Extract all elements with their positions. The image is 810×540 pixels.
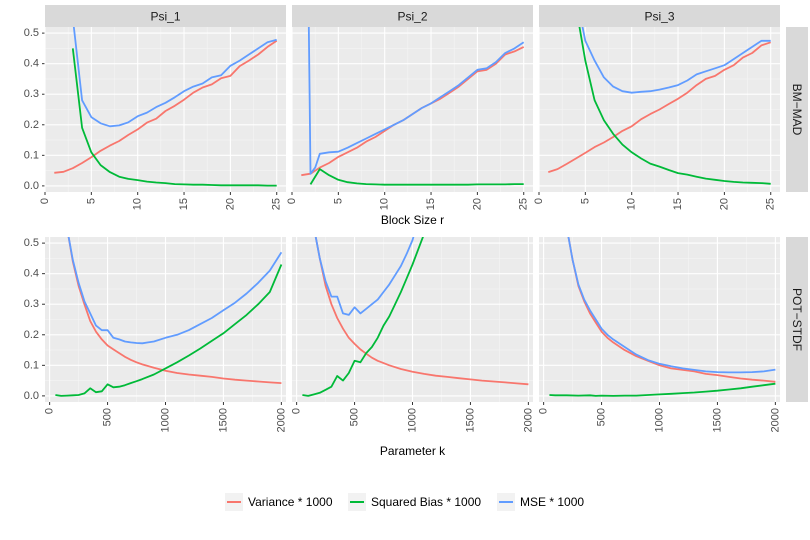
x-tick-label: 15	[178, 198, 190, 210]
panel-bm-mad-psi-1: 0 5 10 15 20 25	[39, 27, 286, 210]
x-tick-label: 20	[718, 198, 730, 210]
x-tick-label: 0	[533, 198, 545, 204]
x-tick-label: 15	[672, 198, 684, 210]
panel-pot-stdf-psi-3: 0 500 1000 1500 2000	[538, 237, 781, 432]
series-line-squared-bias-1000	[302, 237, 424, 397]
strip-psi-2	[292, 5, 533, 27]
x-tick-label: 10	[379, 198, 391, 210]
x-tick-label: 20	[471, 198, 483, 210]
y-tick-label: 0.3	[24, 88, 39, 100]
strip-label-psi-3: Psi_3	[644, 10, 674, 24]
legend: Variance * 1000 Squared Bias * 1000 MSE * …	[225, 493, 584, 511]
y-tick-label: 0.5	[24, 27, 39, 39]
x-tick-label: 10	[132, 198, 144, 210]
series-line-variance-1000	[54, 40, 278, 174]
panel-bm-mad-psi-3: 0 5 10 15 20 25	[533, 27, 780, 210]
row-strip-label: POT−STDF	[790, 288, 804, 351]
series-line-mse-1000	[307, 27, 525, 175]
y-tick-label: 0.4	[24, 58, 39, 70]
series-line-mse-1000	[67, 237, 283, 345]
x-tick-label: 1000	[407, 408, 419, 432]
strip-pot-stdf	[786, 237, 808, 402]
series-line-variance-1000	[67, 237, 282, 384]
series-line-squared-bias-1000	[549, 382, 776, 397]
series-line-mse-1000	[581, 27, 771, 94]
strip-bm-mad	[786, 27, 808, 192]
y-tick-label: 0.0	[24, 390, 39, 402]
x-axis-title: Parameter k	[380, 444, 446, 458]
x-tick-label: 500	[349, 408, 361, 426]
y-tick-label: 0.3	[24, 298, 39, 310]
x-tick-label: 2000	[522, 408, 534, 432]
x-tick-label: 0	[538, 408, 550, 414]
x-tick-label: 1000	[654, 408, 666, 432]
legend-label-squared-bias-1000: Squared Bias * 1000	[371, 495, 481, 509]
y-tick-label: 0.2	[24, 329, 39, 341]
series-line-squared-bias-1000	[55, 264, 283, 397]
x-tick-label: 1500	[711, 408, 723, 432]
series-line-squared-bias-1000	[578, 27, 771, 185]
row-strip-label: BM−MAD	[790, 84, 804, 136]
x-tick-label: 20	[224, 198, 236, 210]
y-tick-label: 0.4	[24, 268, 39, 280]
x-tick-label: 25	[765, 198, 777, 210]
x-tick-label: 1500	[217, 408, 229, 432]
series-line-mse-1000	[72, 27, 277, 128]
x-tick-label: 10	[626, 198, 638, 210]
x-tick-label: 25	[271, 198, 283, 210]
x-tick-label: 25	[518, 198, 530, 210]
strip-label-psi-1: Psi_1	[150, 10, 180, 24]
y-tick-label: 0.1	[24, 359, 39, 371]
y-tick-label: 0.0	[24, 180, 39, 192]
x-tick-label: 500	[102, 408, 114, 426]
series-line-variance-1000	[314, 237, 529, 386]
x-tick-label: 0	[291, 408, 303, 414]
strip-psi-1	[45, 5, 286, 27]
x-tick-label: 1500	[464, 408, 476, 432]
x-tick-label: 5	[85, 198, 97, 204]
strip-label-psi-2: Psi_2	[397, 10, 427, 24]
y-tick-label: 0.5	[24, 237, 39, 249]
strip-psi-3	[539, 5, 780, 27]
y-tick-label: 0.1	[24, 149, 39, 161]
panel-pot-stdf-psi-2: 0 500 1000 1500 2000	[291, 237, 534, 432]
legend-label-mse-1000: MSE * 1000	[520, 495, 584, 509]
x-tick-label: 0	[39, 198, 51, 204]
series-line-variance-1000	[548, 41, 771, 173]
x-tick-label: 5	[332, 198, 344, 204]
legend-label-variance-1000: Variance * 1000	[248, 495, 333, 509]
panel-bm-mad-psi-2: 0 5 10 15 20 25	[286, 27, 533, 210]
x-tick-label: 500	[596, 408, 608, 426]
x-tick-label: 15	[425, 198, 437, 210]
x-tick-label: 0	[286, 198, 298, 204]
x-tick-label: 2000	[275, 408, 287, 432]
x-axis-title: Block Size r	[381, 213, 444, 227]
y-tick-label: 0.2	[24, 119, 39, 131]
x-tick-label: 2000	[769, 408, 781, 432]
series-line-squared-bias-1000	[309, 168, 524, 186]
x-tick-label: 0	[44, 408, 56, 414]
panel-pot-stdf-psi-1: 0 500 1000 1500 2000	[44, 237, 287, 432]
series-line-squared-bias-1000	[71, 48, 277, 187]
series-line-mse-1000	[314, 237, 415, 316]
x-tick-label: 1000	[160, 408, 172, 432]
series-line-mse-1000	[567, 237, 776, 374]
x-tick-label: 5	[579, 198, 591, 204]
